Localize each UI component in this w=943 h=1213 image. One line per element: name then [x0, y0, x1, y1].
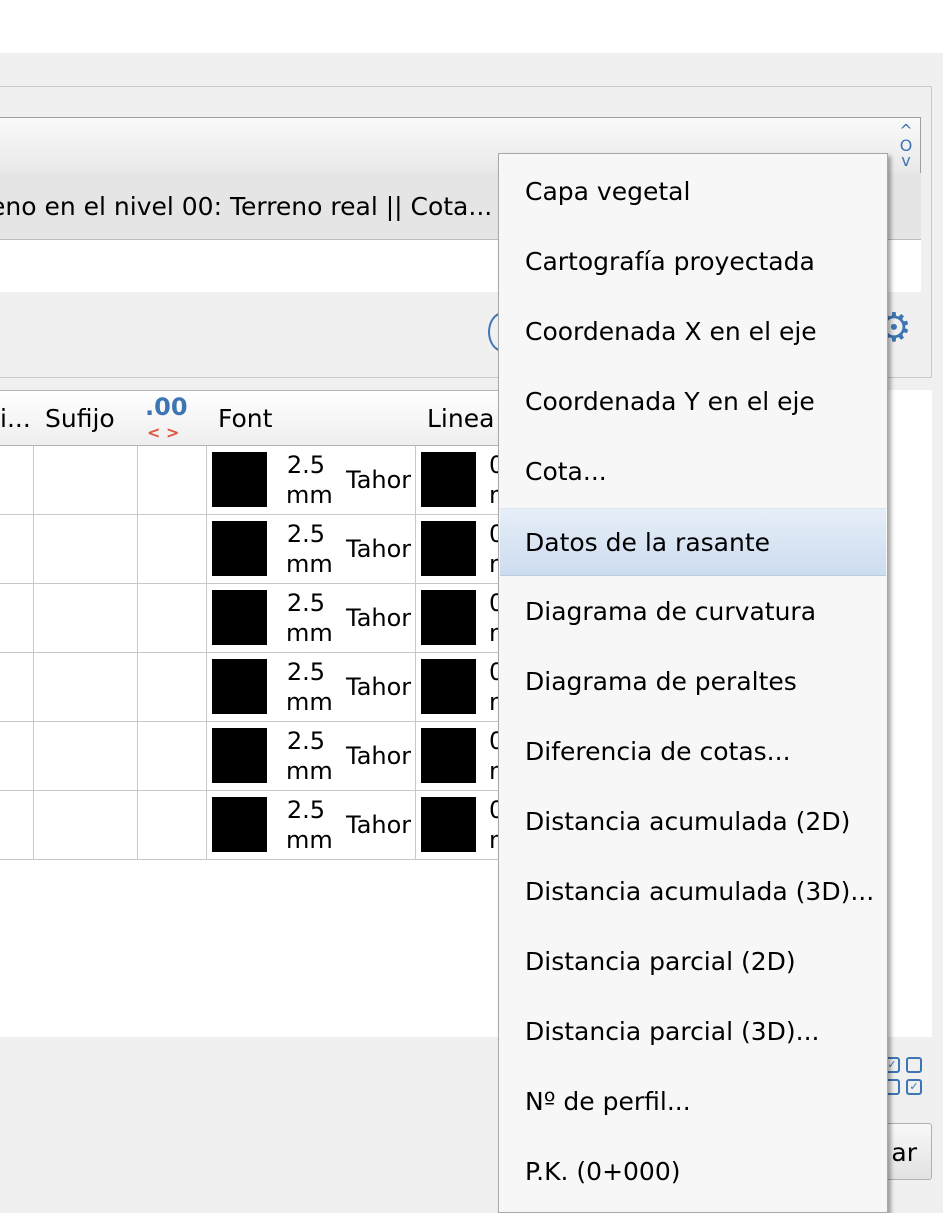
cell-font[interactable]: 2.5mm Tahoma: [206, 584, 416, 653]
cell-prefix[interactable]: [0, 653, 34, 722]
font-color-swatch[interactable]: [212, 590, 267, 645]
menu-item[interactable]: Distancia acumulada (3D)...: [525, 877, 875, 906]
font-size: 2.5 mm: [286, 658, 333, 716]
font-name: Tahoma: [346, 811, 411, 839]
top-area: [0, 0, 943, 53]
font-name: Tahoma: [346, 604, 411, 632]
row-text: eno en el nivel 00: Terreno real || Cota…: [0, 192, 493, 221]
line-color-swatch[interactable]: [421, 797, 476, 852]
cell-font[interactable]: 2.5mm Tahoma: [206, 791, 416, 860]
font-size: 2.5 mm: [286, 589, 333, 647]
cell-prefix[interactable]: [0, 584, 34, 653]
cell-decimals[interactable]: [137, 446, 207, 515]
menu-item[interactable]: Cota...: [525, 457, 607, 486]
menu-item[interactable]: Diferencia de cotas...: [525, 737, 791, 766]
col-header-decimals[interactable]: .00 < >: [137, 390, 207, 446]
cell-font[interactable]: 2.5mm Tahoma: [206, 722, 416, 791]
font-name: Tahoma: [346, 535, 411, 563]
font-name: Tahoma: [346, 673, 411, 701]
col-header-prefix[interactable]: i...: [0, 390, 34, 446]
menu-item[interactable]: Coordenada Y en el eje: [525, 387, 815, 416]
menu-item[interactable]: Cartografía proyectada: [525, 247, 815, 276]
menu-item[interactable]: Nº de perfil...: [525, 1087, 691, 1116]
decimals-icon: .00: [145, 393, 188, 421]
table-row[interactable]: 2.5mm Tahoma 0m: [0, 653, 512, 722]
cell-suffix[interactable]: [33, 722, 138, 791]
menu-item[interactable]: Diagrama de peraltes: [525, 667, 797, 696]
menu-item[interactable]: Diagrama de curvatura: [525, 597, 817, 626]
font-name: Tahoma: [346, 742, 411, 770]
cell-decimals[interactable]: [137, 791, 207, 860]
cell-prefix[interactable]: [0, 791, 34, 860]
select-grid-icon[interactable]: ✓ ✓: [884, 1057, 924, 1099]
cell-suffix[interactable]: [33, 791, 138, 860]
font-color-swatch[interactable]: [212, 521, 267, 576]
col-header-suffix[interactable]: Sufijo: [33, 390, 138, 446]
font-size: 2.5 mm: [286, 451, 333, 509]
cell-line[interactable]: 0m: [415, 446, 512, 515]
line-color-swatch[interactable]: [421, 521, 476, 576]
cell-line[interactable]: 0m: [415, 584, 512, 653]
line-color-swatch[interactable]: [421, 728, 476, 783]
menu-item[interactable]: Datos de la rasante: [500, 508, 886, 576]
cell-suffix[interactable]: [33, 584, 138, 653]
cell-suffix[interactable]: [33, 653, 138, 722]
font-size: 2.5 mm: [286, 520, 333, 578]
cell-font[interactable]: 2.5mm Tahoma: [206, 653, 416, 722]
cell-font[interactable]: 2.5mm Tahoma: [206, 515, 416, 584]
font-color-swatch[interactable]: [212, 659, 267, 714]
cell-suffix[interactable]: [33, 446, 138, 515]
cell-decimals[interactable]: [137, 653, 207, 722]
cell-decimals[interactable]: [137, 584, 207, 653]
table-row[interactable]: 2.5mm Tahoma 0m: [0, 515, 512, 584]
line-color-swatch[interactable]: [421, 659, 476, 714]
cell-prefix[interactable]: [0, 446, 34, 515]
cell-line[interactable]: 0m: [415, 515, 512, 584]
cell-line[interactable]: 0m: [415, 791, 512, 860]
table-row[interactable]: 2.5mm Tahoma 0m: [0, 584, 512, 653]
table-row[interactable]: 2.5mm Tahoma 0m: [0, 722, 512, 791]
menu-item[interactable]: Distancia parcial (2D): [525, 947, 796, 976]
font-name: Tahoma: [346, 466, 411, 494]
cell-font[interactable]: 2.5mm Tahoma: [206, 446, 416, 515]
cell-prefix[interactable]: [0, 515, 34, 584]
cell-suffix[interactable]: [33, 515, 138, 584]
font-size: 2.5 mm: [286, 796, 333, 854]
table-row[interactable]: 2.5mm Tahoma 0m: [0, 791, 512, 860]
font-color-swatch[interactable]: [212, 728, 267, 783]
menu-item[interactable]: P.K. (0+000): [525, 1157, 681, 1186]
menu-item[interactable]: Distancia acumulada (2D): [525, 807, 851, 836]
menu-item[interactable]: Distancia parcial (3D)...: [525, 1017, 820, 1046]
group-box: [0, 86, 932, 378]
table-row[interactable]: 2.5mm Tahoma 0m: [0, 446, 512, 515]
cell-line[interactable]: 0m: [415, 722, 512, 791]
cell-line[interactable]: 0m: [415, 653, 512, 722]
font-color-swatch[interactable]: [212, 797, 267, 852]
context-menu: Capa vegetal Cartografía proyectada Coorde…: [498, 153, 888, 1213]
cell-decimals[interactable]: [137, 515, 207, 584]
menu-item[interactable]: Coordenada X en el eje: [525, 317, 817, 346]
cell-prefix[interactable]: [0, 722, 34, 791]
font-color-swatch[interactable]: [212, 452, 267, 507]
line-color-swatch[interactable]: [421, 590, 476, 645]
arrows-icon: < >: [147, 423, 180, 442]
line-color-swatch[interactable]: [421, 452, 476, 507]
col-header-font[interactable]: Font: [206, 390, 416, 446]
cell-decimals[interactable]: [137, 722, 207, 791]
font-size: 2.5 mm: [286, 727, 333, 785]
menu-item[interactable]: Capa vegetal: [525, 177, 691, 206]
